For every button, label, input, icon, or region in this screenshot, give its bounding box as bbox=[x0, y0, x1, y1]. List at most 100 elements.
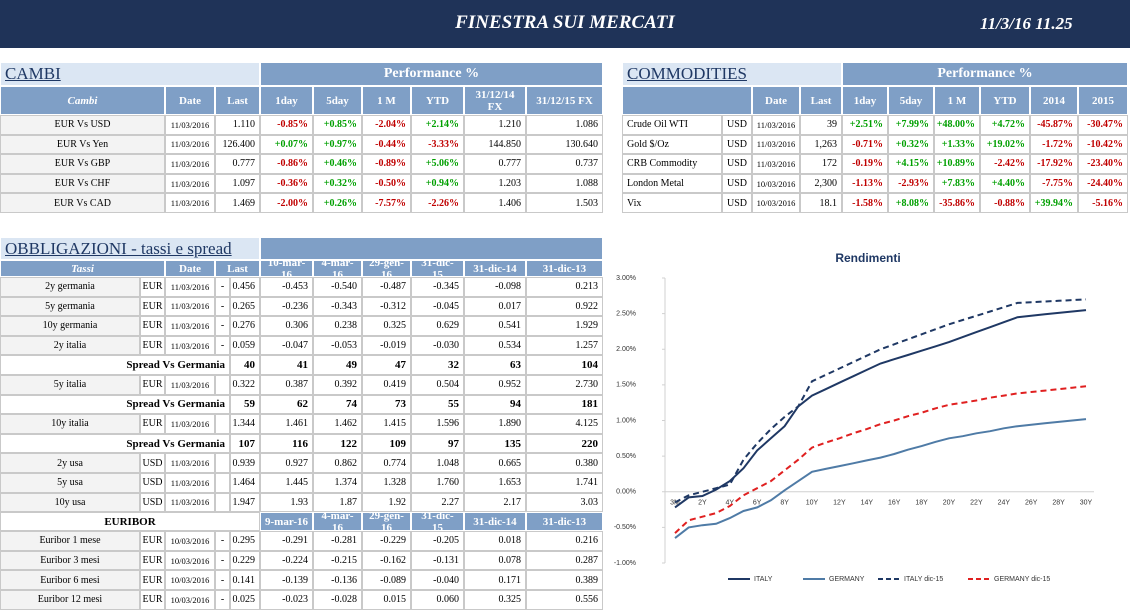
table-cell: -2.00% bbox=[260, 193, 313, 213]
table-cell: 181 bbox=[526, 394, 603, 415]
x-tick-label: 18Y bbox=[915, 500, 928, 507]
table-cell: +4.15% bbox=[888, 154, 934, 174]
y-tick-label: 2.50% bbox=[616, 310, 636, 317]
table-cell: -0.162 bbox=[362, 550, 411, 571]
series-line bbox=[674, 418, 1087, 539]
table-cell: 0.629 bbox=[411, 316, 464, 336]
table-cell: 0.325 bbox=[362, 316, 411, 336]
legend-label: GERMANY dic-15 bbox=[994, 576, 1050, 583]
series-line bbox=[674, 309, 1087, 509]
table-cell: 1.93 bbox=[260, 492, 313, 513]
chart-title: Rendimenti bbox=[835, 251, 900, 265]
table-cell: +48.00% bbox=[934, 115, 980, 135]
table-cell: 1.086 bbox=[526, 115, 603, 135]
column-header: YTD bbox=[980, 86, 1030, 115]
table-cell: 104 bbox=[526, 355, 603, 375]
table-cell: 1.328 bbox=[362, 473, 411, 493]
table-cell: +5.06% bbox=[411, 154, 464, 174]
table-cell: - bbox=[215, 277, 230, 297]
table-cell: 144.850 bbox=[464, 134, 526, 155]
table-cell: -0.131 bbox=[411, 550, 464, 571]
table-cell: +39.94% bbox=[1030, 193, 1078, 213]
x-tick-label: 6Y bbox=[753, 500, 762, 507]
x-tick-label: 2Y bbox=[698, 500, 707, 507]
header-bar: FINESTRA SUI MERCATI 11/3/16 11.25 bbox=[0, 0, 1130, 48]
x-tick-label: 4Y bbox=[726, 500, 735, 507]
table-cell: 11/03/2016 bbox=[165, 296, 215, 317]
table-cell: -0.236 bbox=[260, 296, 313, 317]
table-cell: 1.890 bbox=[464, 414, 526, 434]
x-tick-label: 30Y bbox=[1080, 500, 1093, 507]
table-cell: -5.16% bbox=[1078, 193, 1128, 213]
table-cell: 10y germania bbox=[0, 316, 140, 336]
table-cell: 94 bbox=[464, 394, 526, 415]
x-tick-label: 8Y bbox=[780, 500, 789, 507]
y-tick-label: -0.50% bbox=[614, 524, 636, 531]
table-cell bbox=[215, 492, 230, 513]
table-cell: 1.462 bbox=[313, 414, 362, 434]
x-tick-label: 12Y bbox=[833, 500, 846, 507]
table-cell: -0.205 bbox=[411, 531, 464, 551]
table-cell: 5y germania bbox=[0, 296, 140, 317]
table-cell: 1.097 bbox=[215, 173, 260, 194]
table-cell: -0.19% bbox=[842, 154, 888, 174]
table-cell: -0.224 bbox=[260, 550, 313, 571]
table-cell: 11/03/2016 bbox=[165, 277, 215, 297]
table-cell: -7.75% bbox=[1030, 173, 1078, 194]
table-cell: 1.257 bbox=[526, 335, 603, 356]
table-cell: 0.171 bbox=[464, 570, 526, 590]
table-cell: 1.415 bbox=[362, 414, 411, 434]
table-cell: 41 bbox=[260, 355, 313, 375]
x-tick-label: 16Y bbox=[888, 500, 901, 507]
y-tick-label: 2.00% bbox=[616, 346, 636, 353]
table-cell: 0.456 bbox=[230, 277, 260, 297]
table-cell: 122 bbox=[313, 433, 362, 454]
table-cell: EUR bbox=[140, 375, 165, 395]
table-cell: USD bbox=[722, 173, 752, 194]
table-cell: -2.42% bbox=[980, 154, 1030, 174]
table-cell: 126.400 bbox=[215, 134, 260, 155]
table-cell: USD bbox=[140, 492, 165, 513]
table-cell: EUR Vs CAD bbox=[0, 193, 165, 213]
table-cell: 97 bbox=[411, 433, 464, 454]
table-cell: 0.504 bbox=[411, 375, 464, 395]
table-cell: -23.40% bbox=[1078, 154, 1128, 174]
table-cell: 0.392 bbox=[313, 375, 362, 395]
table-cell: -0.023 bbox=[260, 590, 313, 610]
column-header: 9-mar-16 bbox=[260, 512, 313, 532]
table-cell: - bbox=[215, 570, 230, 590]
table-cell: 0.238 bbox=[313, 316, 362, 336]
table-cell: CRB Commodity bbox=[622, 154, 722, 174]
table-cell: 0.777 bbox=[464, 154, 526, 174]
table-cell: 1.929 bbox=[526, 316, 603, 336]
table-cell: +19.02% bbox=[980, 134, 1030, 155]
table-cell: 0.015 bbox=[362, 590, 411, 610]
table-cell: 10/03/2016 bbox=[752, 173, 800, 194]
table-cell: 0.862 bbox=[313, 453, 362, 473]
table-cell: 2y italia bbox=[0, 335, 140, 356]
table-cell: 55 bbox=[411, 394, 464, 415]
table-cell: 1.344 bbox=[230, 414, 260, 434]
table-cell: 1.87 bbox=[313, 492, 362, 513]
table-cell: 10/03/2016 bbox=[165, 550, 215, 571]
table-cell: -0.71% bbox=[842, 134, 888, 155]
table-cell: 11/03/2016 bbox=[165, 173, 215, 194]
table-cell: - bbox=[215, 335, 230, 356]
table-cell: +4.72% bbox=[980, 115, 1030, 135]
table-cell bbox=[215, 375, 230, 395]
table-cell: Crude Oil WTI bbox=[622, 115, 722, 135]
table-cell: - bbox=[215, 316, 230, 336]
column-header: 31/12/15 FX bbox=[526, 86, 603, 115]
table-cell: USD bbox=[722, 193, 752, 213]
table-cell: -7.57% bbox=[362, 193, 411, 213]
column-header: Last bbox=[215, 86, 260, 115]
table-cell: -0.86% bbox=[260, 154, 313, 174]
table-cell: -0.540 bbox=[313, 277, 362, 297]
table-cell: 39 bbox=[800, 115, 842, 135]
table-cell: 1.653 bbox=[464, 473, 526, 493]
page-datetime: 11/3/16 11.25 bbox=[980, 14, 1073, 33]
table-cell: 32 bbox=[411, 355, 464, 375]
table-cell: 0.325 bbox=[464, 590, 526, 610]
x-tick-label: 22Y bbox=[970, 500, 983, 507]
table-cell: 0.287 bbox=[526, 550, 603, 571]
